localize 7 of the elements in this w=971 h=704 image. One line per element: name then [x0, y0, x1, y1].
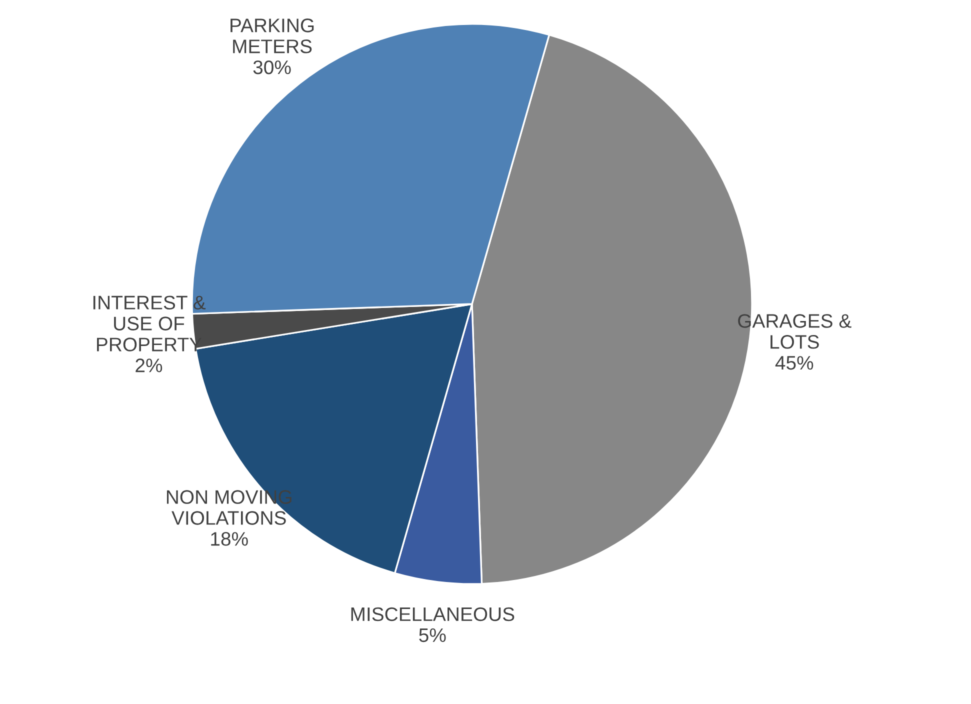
data-label: 18%: [211, 532, 248, 546]
data-label: 2%: [136, 358, 162, 372]
data-label: 45%: [775, 356, 814, 370]
data-label: 5%: [419, 628, 446, 642]
slice-label: MISCELLANEOUS: [351, 607, 514, 622]
slice-label: PARKING METERS: [230, 18, 314, 54]
data-label: 30%: [253, 60, 291, 74]
